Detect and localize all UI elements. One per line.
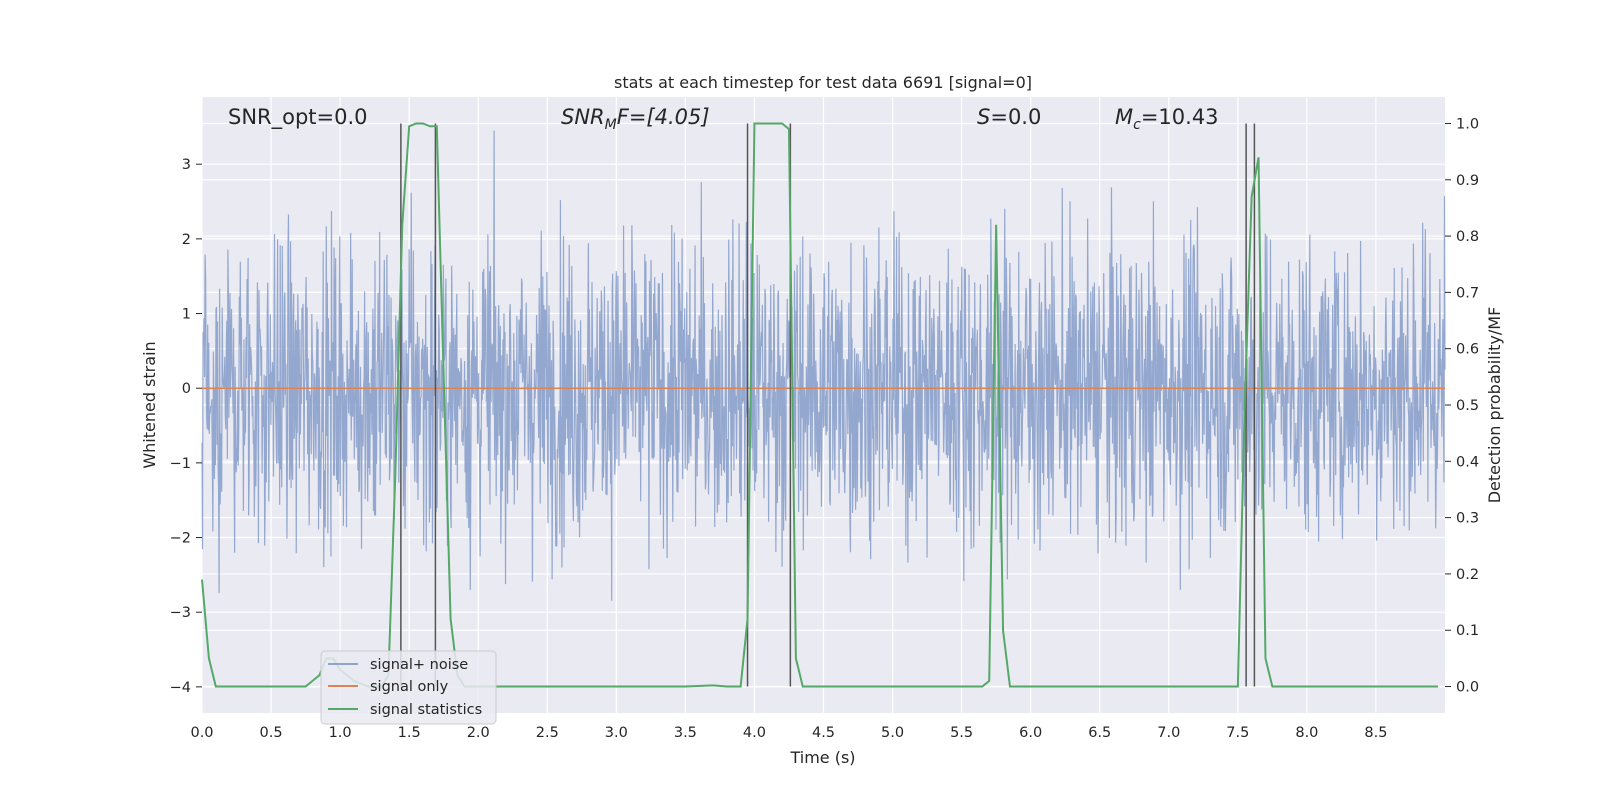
annotation-snr-mf-base: SNR: [561, 105, 605, 129]
x-tick-label: 6.0: [1019, 725, 1042, 741]
legend: signal+ noise signal only signal statist…: [320, 650, 497, 725]
x-tick-label: 1.5: [398, 725, 421, 741]
x-tick-label: 3.0: [605, 725, 628, 741]
y-right-tick-label: 0.4: [1456, 454, 1479, 470]
signal-noise-series: [201, 130, 1446, 601]
y-right-tick-label: 0.7: [1456, 285, 1479, 301]
x-tick-label: 6.5: [1088, 725, 1111, 741]
y-axis-left-label: Whitened strain: [140, 341, 159, 468]
y-left-tick-label: −1: [170, 456, 191, 472]
annotation-snr-opt: SNR_opt=0.0: [228, 105, 368, 130]
x-tick-label: 0.5: [260, 725, 283, 741]
legend-label-signal-statistics: signal statistics: [370, 702, 482, 718]
y-right-tick-label: 0.5: [1456, 398, 1479, 414]
x-tick-label: 8.5: [1364, 725, 1387, 741]
y-right-tick-label: 0.6: [1456, 342, 1479, 358]
x-tick-label: 4.0: [743, 725, 766, 741]
y-left-ticks: −4 −3 −2 −1 0 1 2 3: [170, 157, 202, 696]
annotation-snr-mf-sub: M: [605, 117, 617, 133]
x-axis-label: Time (s): [789, 748, 855, 767]
x-tick-label: 5.5: [950, 725, 973, 741]
legend-label-signal-only: signal only: [370, 679, 449, 695]
x-tick-label: 8.0: [1295, 725, 1318, 741]
y-right-tick-label: 0.3: [1456, 511, 1479, 527]
x-tick-label: 5.0: [881, 725, 904, 741]
y-right-ticks: 0.0 0.1 0.2 0.3 0.4 0.5 0.6 0.7 0.8 0.9 1.0: [1445, 116, 1479, 696]
y-left-tick-label: −3: [170, 605, 191, 621]
y-right-tick-label: 0.2: [1456, 567, 1479, 583]
annotation-snr-mf: SNRMF=[4.05]: [561, 105, 710, 133]
y-left-tick-label: −2: [170, 531, 191, 547]
x-tick-label: 0.0: [190, 725, 213, 741]
signal-noise-line: [201, 130, 1446, 601]
x-tick-label: 1.0: [329, 725, 352, 741]
annotation-s-symbol: S: [977, 105, 990, 129]
x-tick-label: 3.5: [674, 725, 697, 741]
x-tick-label: 2.5: [536, 725, 559, 741]
annotation-mc: Mc=10.43: [1115, 105, 1219, 133]
annotation-mc-sub: c: [1133, 117, 1141, 133]
x-tick-label: 4.5: [812, 725, 835, 741]
y-left-tick-label: 2: [182, 232, 191, 248]
annotation-s-value: =0.0: [990, 105, 1041, 129]
x-tick-label: 7.5: [1226, 725, 1249, 741]
chart-title: stats at each timestep for test data 669…: [614, 73, 1032, 92]
x-ticks: 0.0 0.5 1.0 1.5 2.0 2.5 3.0 3.5 4.0 4.5 5.0 5.5 6.0 6…: [190, 725, 1387, 741]
y-right-tick-label: 0.8: [1456, 229, 1479, 245]
y-left-tick-label: 3: [182, 157, 191, 173]
x-tick-label: 2.0: [467, 725, 490, 741]
legend-box: [320, 650, 497, 725]
annotation-mc-base: M: [1115, 105, 1133, 129]
y-right-tick-label: 0.0: [1456, 680, 1479, 696]
y-left-tick-label: 0: [182, 381, 191, 397]
annotation-snr-mf-rest: F=[4.05]: [617, 105, 710, 129]
y-right-tick-label: 0.1: [1456, 623, 1479, 639]
annotation-s: S=0.0: [977, 105, 1041, 129]
y-right-tick-label: 0.9: [1456, 173, 1479, 189]
y-left-tick-label: 1: [182, 307, 191, 323]
annotation-mc-value: =10.43: [1141, 105, 1219, 129]
y-axis-right-label: Detection probability/MF: [1485, 307, 1504, 504]
legend-label-signal-noise: signal+ noise: [370, 657, 468, 673]
y-right-tick-label: 1.0: [1456, 116, 1479, 132]
x-tick-label: 7.0: [1157, 725, 1180, 741]
y-left-tick-label: −4: [170, 680, 191, 696]
